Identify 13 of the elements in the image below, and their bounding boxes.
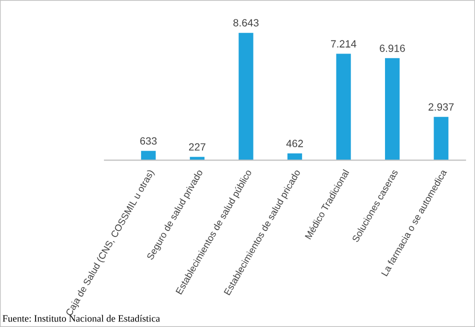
bar [141, 150, 156, 160]
bar [434, 116, 448, 160]
bar [238, 32, 254, 160]
bar [336, 54, 351, 160]
bar [385, 58, 400, 160]
data-label: 8.643 [233, 19, 259, 26]
source-note: Fuente: Instituto Nacional de Estadística [2, 314, 160, 322]
data-label: 2.937 [428, 103, 454, 111]
data-label: 6.916 [380, 44, 405, 52]
data-label: 633 [140, 137, 157, 145]
data-label: 227 [189, 143, 206, 151]
data-label: 462 [286, 140, 303, 148]
data-label: 7.214 [331, 40, 356, 48]
